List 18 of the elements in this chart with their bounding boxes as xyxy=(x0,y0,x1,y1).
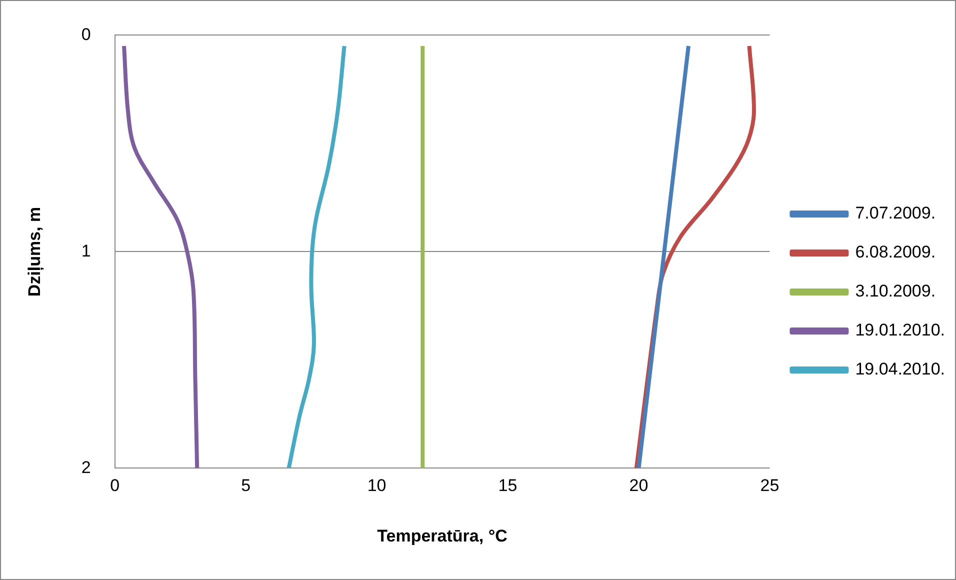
x-tick-label: 10 xyxy=(367,476,386,496)
x-axis-title: Temperatūra, °C xyxy=(377,526,508,546)
legend-label: 19.01.2010. xyxy=(855,320,946,340)
line-series xyxy=(286,44,346,468)
y-tick-label: 0 xyxy=(81,24,91,44)
x-tick-label: 15 xyxy=(498,476,518,496)
y-axis-title: Dziļums, m xyxy=(24,206,44,297)
legend-label: 3.10.2009. xyxy=(855,282,936,301)
y-tick-label: 1 xyxy=(81,241,91,260)
y-tick-label: 2 xyxy=(81,458,91,477)
legend-label: 7.07.2009. xyxy=(855,204,936,223)
legend-label: 6.08.2009. xyxy=(855,242,936,262)
x-tick-label: 20 xyxy=(629,476,648,496)
line-series xyxy=(122,44,200,468)
x-tick-label: 0 xyxy=(110,476,120,496)
x-tick-label: 25 xyxy=(760,476,780,496)
legend-label: 19.04.2010. xyxy=(855,360,946,379)
x-tick-label: 5 xyxy=(241,476,251,496)
